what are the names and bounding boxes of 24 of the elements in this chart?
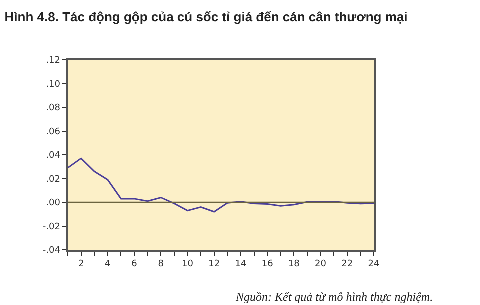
y-tick-label: .10 [46,80,61,90]
y-tick-label: .08 [46,104,61,114]
y-tick-label: -.04 [42,246,61,256]
y-tick-label: .12 [46,56,60,66]
chart-title: Hình 4.8. Tác động gộp của cú sốc tỉ giá đến cán cân thương mại [4,9,408,24]
y-tick-label: -.02 [42,222,60,232]
x-tick-label: 20 [315,260,327,270]
x-tick-label: 2 [78,260,84,270]
x-tick-label: 16 [262,260,274,270]
x-tick-label: 22 [342,260,354,270]
x-tick-label: 24 [368,260,380,270]
x-tick-label: 6 [132,260,138,270]
text: Nguồn: Kết quả từ mô hình thực nghiệm. [235,290,434,304]
x-tick-label: 14 [235,260,247,270]
x-tick-label: 8 [158,260,164,270]
x-tick-label: 10 [182,260,194,270]
y-tick-label: .02 [46,174,60,185]
y-tick-label: .04 [46,151,61,162]
line-series [68,158,374,213]
x-tick-label: 4 [105,260,112,270]
x-tick-label: 18 [288,260,300,270]
y-tick-label: .00 [46,198,61,209]
y-tick-label: .06 [46,127,61,138]
x-tick-label: 12 [208,260,220,270]
